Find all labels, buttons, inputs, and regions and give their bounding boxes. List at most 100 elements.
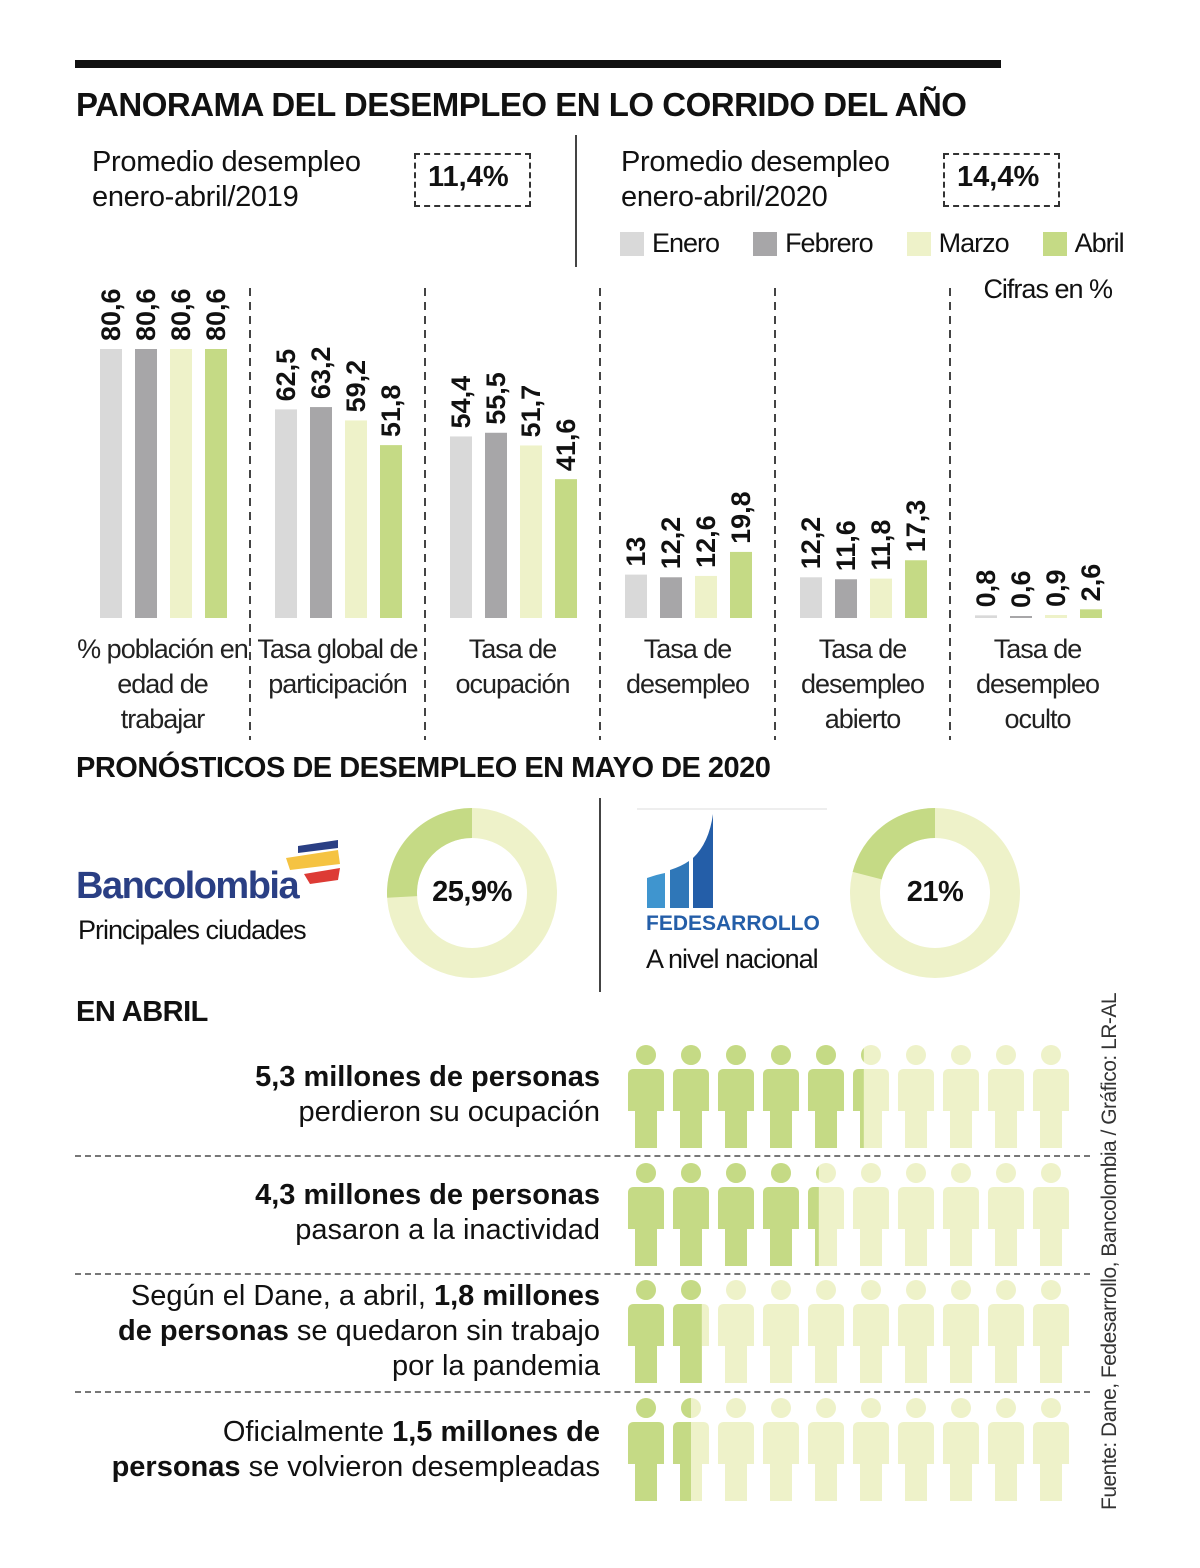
- bar-value-label: 11,6: [831, 520, 861, 571]
- bar-value-label: 41,6: [551, 419, 581, 472]
- person-icon: [718, 1045, 754, 1148]
- bar-value-label: 51,8: [376, 385, 406, 438]
- person-icon: [718, 1163, 754, 1266]
- person-icon: [1033, 1163, 1069, 1266]
- bar-value-label: 63,2: [306, 347, 336, 400]
- row-separator: [75, 1391, 1090, 1393]
- row-separator: [75, 1273, 1090, 1275]
- bar-marzo: [695, 575, 717, 618]
- bar-value-label: 13: [621, 537, 651, 567]
- category-label: Tasa de desempleo oculto: [975, 634, 1100, 734]
- bar-marzo: [1045, 614, 1067, 618]
- bar-value-label: 80,6: [166, 288, 196, 341]
- bar-enero: [450, 436, 472, 618]
- donut-segment: [387, 808, 473, 898]
- bar-febrero: [835, 579, 857, 618]
- bar-value-label: 17,3: [901, 500, 931, 553]
- bar-value-label: 11,8: [866, 520, 896, 571]
- avg-2019-value: 11,4%: [414, 153, 531, 207]
- row-text-4: Oficialmente 1,5 millones de personas se …: [111, 1416, 600, 1483]
- avg-2020-value: 14,4%: [943, 153, 1060, 207]
- person-icon: [673, 1163, 709, 1266]
- bar-value-label: 12,2: [796, 517, 826, 570]
- bar-abril: [730, 551, 752, 618]
- bar-febrero: [485, 432, 507, 618]
- person-icon: [763, 1163, 799, 1266]
- person-icon: [673, 1045, 709, 1148]
- person-icon: [943, 1163, 979, 1266]
- person-icon: [1033, 1045, 1069, 1148]
- person-icon: [808, 1045, 844, 1148]
- person-icon: [718, 1280, 754, 1383]
- forecast-title: PRONÓSTICOS DE DESEMPLEO EN MAYO DE 2020: [76, 752, 771, 784]
- row-text-1: 5,3 millones de personas perdieron su ocu…: [255, 1061, 600, 1128]
- bar-enero: [100, 349, 122, 618]
- person-icon: [763, 1398, 799, 1501]
- bar-value-label: 12,2: [656, 517, 686, 570]
- top-rule: [75, 60, 1001, 68]
- bar-value-label: 2,6: [1076, 564, 1106, 602]
- person-icon: [898, 1045, 934, 1148]
- person-icon: [943, 1398, 979, 1501]
- person-icon: [628, 1045, 664, 1148]
- person-icon: [988, 1280, 1024, 1383]
- person-icon: [718, 1398, 754, 1501]
- person-icon: [628, 1280, 664, 1383]
- bar-value-label: 62,5: [271, 349, 301, 402]
- bar-value-label: 80,6: [96, 288, 126, 341]
- bar-febrero: [660, 577, 682, 618]
- bar-febrero: [310, 407, 332, 618]
- divider: [575, 135, 577, 267]
- category-label: Tasa global de participación: [257, 634, 418, 699]
- row-separator: [75, 1155, 1090, 1157]
- page-title: PANORAMA DEL DESEMPLEO EN LO CORRIDO DEL…: [76, 86, 967, 123]
- donut-label-fedesarrollo: 21%: [906, 876, 964, 908]
- person-icon: [628, 1163, 664, 1266]
- april-title: EN ABRIL: [76, 996, 208, 1028]
- bar-enero: [800, 577, 822, 618]
- legend-item-abril: Abril: [1042, 228, 1125, 259]
- fedesarrollo-scope: A nivel nacional: [646, 944, 819, 974]
- person-icon: [988, 1163, 1024, 1266]
- bar-value-label: 51,7: [516, 385, 546, 438]
- person-icon: [898, 1163, 934, 1266]
- bar-enero: [275, 409, 297, 618]
- divider: [599, 798, 601, 992]
- legend: Enero Febrero Marzo Abril: [620, 228, 1125, 259]
- category-label: % población en edad de trabajar: [77, 634, 249, 734]
- bar-value-label: 12,6: [691, 515, 721, 568]
- bar-abril: [380, 445, 402, 618]
- legend-item-marzo: Marzo: [906, 228, 1010, 259]
- bar-abril: [555, 479, 577, 618]
- bancolombia-scope: Principales ciudades: [78, 915, 307, 945]
- legend-item-febrero: Febrero: [753, 228, 874, 259]
- person-icon: [808, 1163, 844, 1266]
- person-icon: [898, 1280, 934, 1383]
- bar-enero: [625, 574, 647, 618]
- row-text-2: 4,3 millones de personas pasaron a la ina…: [255, 1179, 600, 1246]
- person-icon: [988, 1045, 1024, 1148]
- person-icon: [988, 1398, 1024, 1501]
- bar-chart: 80,6 80,6 80,6 80,662,5 63,2 59,2 51,8 54,4 55,5…: [96, 288, 1106, 740]
- person-icon: [853, 1045, 889, 1148]
- bar-value-label: 0,8: [971, 570, 1001, 608]
- person-icon: [943, 1045, 979, 1148]
- bar-value-label: 0,6: [1006, 570, 1036, 608]
- source-note: Fuente: Dane, Fedesarrollo, Bancolombia …: [1098, 992, 1121, 1510]
- bar-value-label: 54,4: [446, 376, 476, 429]
- bar-abril: [1080, 609, 1102, 618]
- category-label: Tasa de ocupación: [455, 634, 570, 699]
- svg-text:FEDESARROLLO: FEDESARROLLO: [646, 912, 820, 935]
- row-text-3: Según el Dane, a abril, 1,8 millones de p…: [118, 1280, 600, 1382]
- bar-marzo: [870, 578, 892, 618]
- bar-marzo: [520, 445, 542, 618]
- person-icon: [628, 1398, 664, 1501]
- person-icon: [763, 1280, 799, 1383]
- units-note: Cifras en %: [983, 274, 1113, 304]
- person-icon: [853, 1163, 889, 1266]
- person-icon: [1033, 1280, 1069, 1383]
- donut-label-bancolombia: 25,9%: [432, 876, 512, 908]
- person-icon: [673, 1280, 709, 1383]
- bar-value-label: 80,6: [201, 288, 231, 341]
- person-icon: [808, 1280, 844, 1383]
